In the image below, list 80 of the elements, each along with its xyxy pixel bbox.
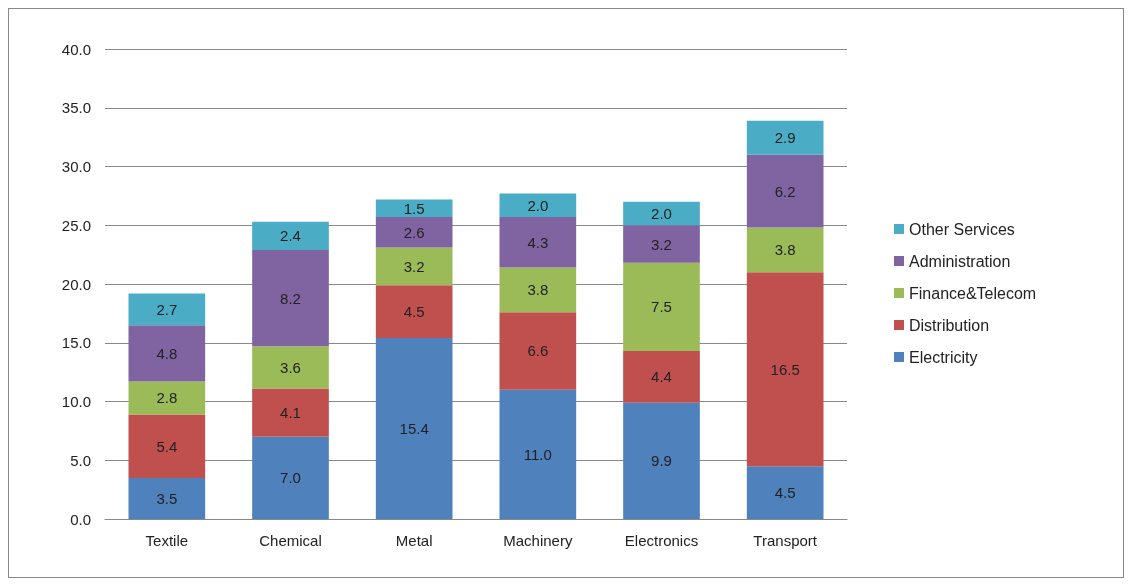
- bar: [499, 217, 577, 268]
- data-label: 9.9: [651, 452, 672, 470]
- y-tick-label: 0.0: [70, 510, 91, 528]
- data-label: 6.2: [774, 182, 796, 200]
- data-label: 3.2: [651, 235, 672, 253]
- x-tick-label: Transport: [753, 532, 818, 549]
- data-label: 8.2: [280, 289, 301, 307]
- bar: [375, 199, 453, 218]
- bar: [128, 414, 206, 478]
- data-label: 2.8: [156, 389, 178, 407]
- data-label: 7.5: [651, 298, 672, 316]
- bar: [252, 221, 329, 250]
- data-label: 4.1: [280, 404, 301, 422]
- bar: [375, 285, 453, 339]
- data-label: 7.0: [280, 469, 301, 487]
- data-label: 2.7: [156, 300, 178, 318]
- data-label: 4.5: [403, 303, 425, 321]
- data-label: 4.8: [156, 344, 178, 362]
- bar: [746, 466, 824, 519]
- y-tick-label: 30.0: [61, 158, 91, 175]
- bar: [746, 154, 824, 228]
- bar: [623, 225, 700, 263]
- y-tick-label: 25.0: [61, 216, 91, 234]
- data-label: 2.0: [527, 196, 549, 214]
- data-label: 2.4: [280, 227, 301, 245]
- bar: [128, 293, 206, 326]
- data-label: 3.2: [403, 257, 425, 275]
- bar: [623, 262, 700, 351]
- y-tick-label: 15.0: [61, 334, 91, 352]
- data-label: 11.0: [523, 445, 552, 463]
- y-tick-label: 10.0: [61, 393, 91, 410]
- x-tick-label: Machinery: [503, 532, 573, 549]
- bar: [623, 402, 700, 519]
- data-label: 15.4: [399, 420, 429, 438]
- bar: [746, 227, 824, 273]
- bar: [252, 388, 329, 437]
- data-label: 2.0: [651, 205, 672, 222]
- data-label: 4.3: [527, 233, 549, 251]
- data-label: 4.5: [774, 484, 796, 502]
- bar: [746, 120, 824, 155]
- y-tick-label: 20.0: [61, 275, 91, 293]
- x-tick-label: Electronics: [624, 532, 699, 549]
- bar: [499, 312, 577, 390]
- data-label: 2.9: [774, 129, 796, 147]
- data-label: 3.8: [774, 241, 796, 259]
- bar: [623, 350, 700, 403]
- data-label: 3.6: [280, 358, 301, 376]
- legend-label: Administration: [909, 252, 1011, 270]
- legend-label: Distribution: [909, 316, 990, 334]
- bar: [499, 267, 577, 313]
- bar: [623, 201, 700, 226]
- bar: [375, 338, 453, 519]
- y-tick-label: 35.0: [61, 99, 91, 117]
- bar: [499, 193, 577, 218]
- y-tick-label: 5.0: [70, 451, 91, 469]
- bar: [252, 346, 329, 389]
- data-label: 2.6: [403, 223, 425, 241]
- legend-label: Electricity: [909, 348, 978, 366]
- bar: [128, 477, 206, 519]
- bar: [499, 389, 577, 519]
- bar: [252, 249, 329, 347]
- legend-label: Finance&Telecom: [909, 284, 1037, 302]
- data-label: 3.5: [156, 489, 178, 507]
- bar: [375, 217, 453, 248]
- x-tick-label: Metal: [395, 532, 433, 549]
- data-label: 16.5: [770, 360, 800, 378]
- data-label: 1.5: [403, 199, 425, 217]
- data-label: 3.8: [527, 281, 549, 299]
- bar: [746, 272, 824, 467]
- data-label: 4.4: [651, 368, 672, 386]
- bar: [128, 325, 206, 382]
- legend-label: Other Services: [909, 220, 1015, 238]
- bar: [128, 381, 206, 415]
- data-label: 5.4: [156, 437, 178, 455]
- x-tick-label: Chemical: [259, 532, 322, 549]
- y-tick-label: 40.0: [61, 40, 91, 58]
- bar: [375, 247, 453, 286]
- bar: [252, 436, 329, 519]
- x-tick-label: Textile: [145, 532, 189, 549]
- data-label: 6.6: [527, 342, 549, 360]
